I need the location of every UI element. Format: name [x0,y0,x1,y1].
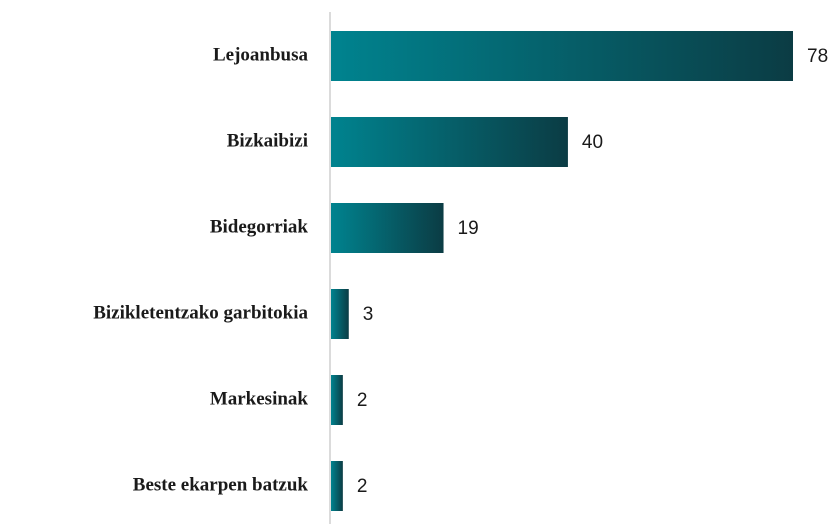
bar [331,31,793,81]
category-label: Lejoanbusa [213,44,309,65]
value-label: 2 [357,390,368,411]
value-label: 19 [458,218,479,239]
category-label: Bizikletentzako garbitokia [93,302,308,323]
category-label: Beste ekarpen batzuk [133,474,309,495]
bar [331,203,444,253]
category-label: Bidegorriak [210,216,309,237]
category-label: Bizkaibizi [227,130,308,151]
value-label: 3 [363,304,374,325]
value-label: 78 [807,46,828,67]
bar [331,375,343,425]
bar [331,117,568,167]
value-label: 2 [357,476,368,497]
bar [331,461,343,511]
value-label: 40 [582,132,603,153]
bar [331,289,349,339]
category-label: Markesinak [210,388,309,409]
